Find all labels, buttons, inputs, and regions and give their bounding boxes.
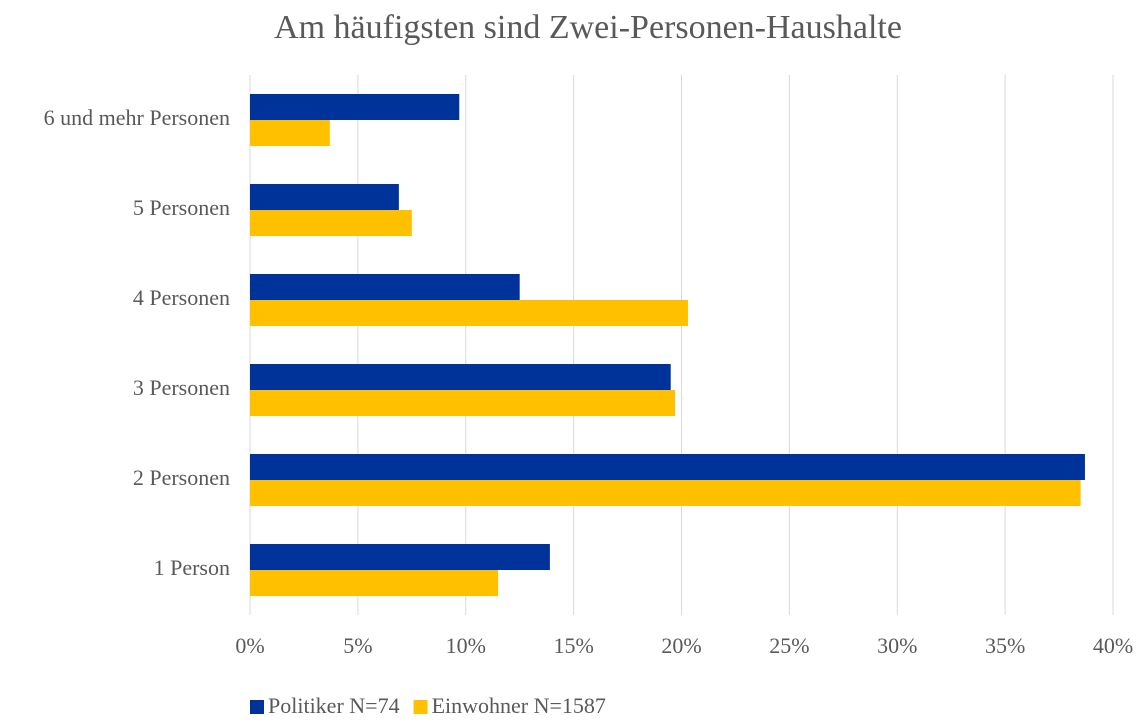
- x-tick-label: 5%: [343, 633, 372, 658]
- bar: [250, 390, 676, 416]
- bar: [250, 210, 412, 236]
- x-tick-label: 40%: [1093, 633, 1133, 658]
- bar: [250, 454, 1085, 480]
- x-tick-label: 15%: [553, 633, 593, 658]
- y-tick-label: 2 Personen: [133, 465, 230, 490]
- x-tick-label: 0%: [235, 633, 264, 658]
- x-tick-label: 10%: [446, 633, 486, 658]
- x-tick-label: 30%: [877, 633, 917, 658]
- bar: [250, 300, 688, 326]
- y-tick-label: 6 und mehr Personen: [44, 105, 230, 130]
- legend-swatch: [250, 700, 264, 714]
- x-tick-label: 25%: [769, 633, 809, 658]
- bar: [250, 184, 399, 210]
- bar: [250, 364, 671, 390]
- x-tick-label: 35%: [985, 633, 1025, 658]
- legend-swatch: [413, 700, 428, 714]
- y-tick-label: 1 Person: [154, 555, 230, 580]
- bar: [250, 544, 550, 570]
- chart-title: Am häufigsten sind Zwei-Personen-Haushal…: [274, 9, 902, 46]
- bar: [250, 94, 460, 120]
- y-tick-label: 3 Personen: [133, 375, 230, 400]
- bar: [250, 274, 520, 300]
- legend-label: Politiker N=74: [268, 693, 400, 718]
- x-tick-label: 20%: [661, 633, 701, 658]
- bar: [250, 480, 1081, 506]
- y-tick-label: 5 Personen: [133, 195, 230, 220]
- y-tick-label: 4 Personen: [133, 285, 230, 310]
- legend-label: Einwohner N=1587: [432, 693, 606, 718]
- bar: [250, 120, 330, 146]
- bar: [250, 570, 499, 596]
